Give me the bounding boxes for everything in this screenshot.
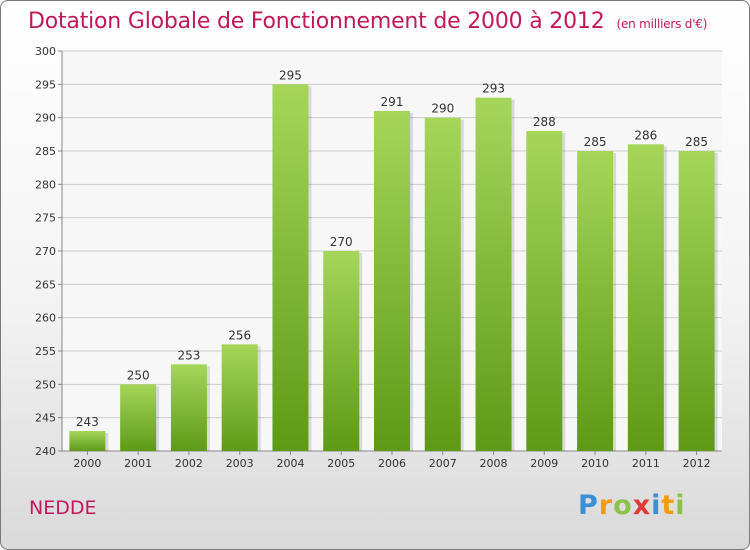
chart-title: Dotation Globale de Fonctionnement de 20… (28, 9, 707, 34)
logo-letter: i (651, 490, 662, 521)
bar (323, 251, 360, 451)
bar (221, 344, 258, 451)
x-tick-label: 2004 (276, 457, 304, 470)
proxiti-logo[interactable]: Proxiti (578, 490, 686, 521)
x-tick-label: 2008 (480, 457, 508, 470)
x-tick-label: 2010 (581, 457, 609, 470)
x-tick-label: 2003 (226, 457, 254, 470)
y-tick-label: 280 (35, 178, 56, 191)
logo-letter: t (661, 490, 676, 521)
y-tick-label: 295 (35, 78, 56, 91)
y-tick-label: 285 (35, 145, 56, 158)
logo-letter: i (675, 490, 686, 521)
bar (120, 384, 157, 451)
bar-value-label: 293 (482, 82, 505, 96)
y-tick-label: 270 (35, 245, 56, 258)
x-tick-label: 2006 (378, 457, 406, 470)
logo-letter: P (578, 490, 599, 521)
x-tick-label: 2002 (175, 457, 203, 470)
chart-subtitle: (en milliers d'€) (616, 17, 708, 31)
bar-value-label: 290 (431, 102, 454, 116)
bar-value-label: 285 (584, 135, 607, 149)
x-tick-label: 2001 (124, 457, 152, 470)
bar (475, 97, 512, 452)
bar-value-label: 295 (279, 68, 302, 82)
bar (424, 117, 461, 452)
bar-value-label: 256 (228, 328, 251, 342)
bar-value-label: 285 (685, 135, 708, 149)
y-tick-label: 300 (35, 45, 56, 58)
bar-value-label: 286 (634, 128, 657, 142)
bar-value-label: 253 (177, 348, 200, 362)
bar (526, 131, 563, 451)
bar (170, 364, 207, 451)
y-tick-label: 275 (35, 212, 56, 225)
title-text: Dotation Globale de Fonctionnement de 20… (28, 9, 605, 34)
x-tick-label: 2012 (683, 457, 711, 470)
y-tick-label: 265 (35, 278, 56, 291)
y-tick-label: 255 (35, 345, 56, 358)
bar (374, 111, 410, 451)
y-tick-label: 245 (35, 412, 56, 425)
bar-value-label: 243 (76, 415, 99, 429)
logo-letter: o (613, 490, 633, 521)
bar-value-label: 288 (533, 115, 556, 129)
commune-name: NEDDE (29, 497, 97, 519)
x-tick-label: 2011 (632, 457, 660, 470)
x-tick-label: 2009 (530, 457, 558, 470)
bar (627, 144, 664, 452)
logo-letter: r (598, 490, 614, 521)
bar-value-label: 270 (330, 235, 353, 249)
y-tick-label: 260 (35, 312, 56, 325)
bar (272, 84, 309, 451)
y-tick-label: 240 (35, 445, 56, 458)
logo-letter: x (632, 490, 652, 521)
bar (69, 431, 106, 451)
y-tick-label: 250 (35, 378, 56, 391)
y-tick-label: 290 (35, 112, 56, 125)
x-tick-label: 2005 (327, 457, 355, 470)
x-tick-label: 2007 (429, 457, 457, 470)
bar (577, 151, 614, 451)
bar-value-label: 250 (127, 368, 150, 382)
x-tick-label: 2000 (73, 457, 101, 470)
bar-value-label: 291 (381, 95, 404, 109)
bar (678, 151, 715, 451)
